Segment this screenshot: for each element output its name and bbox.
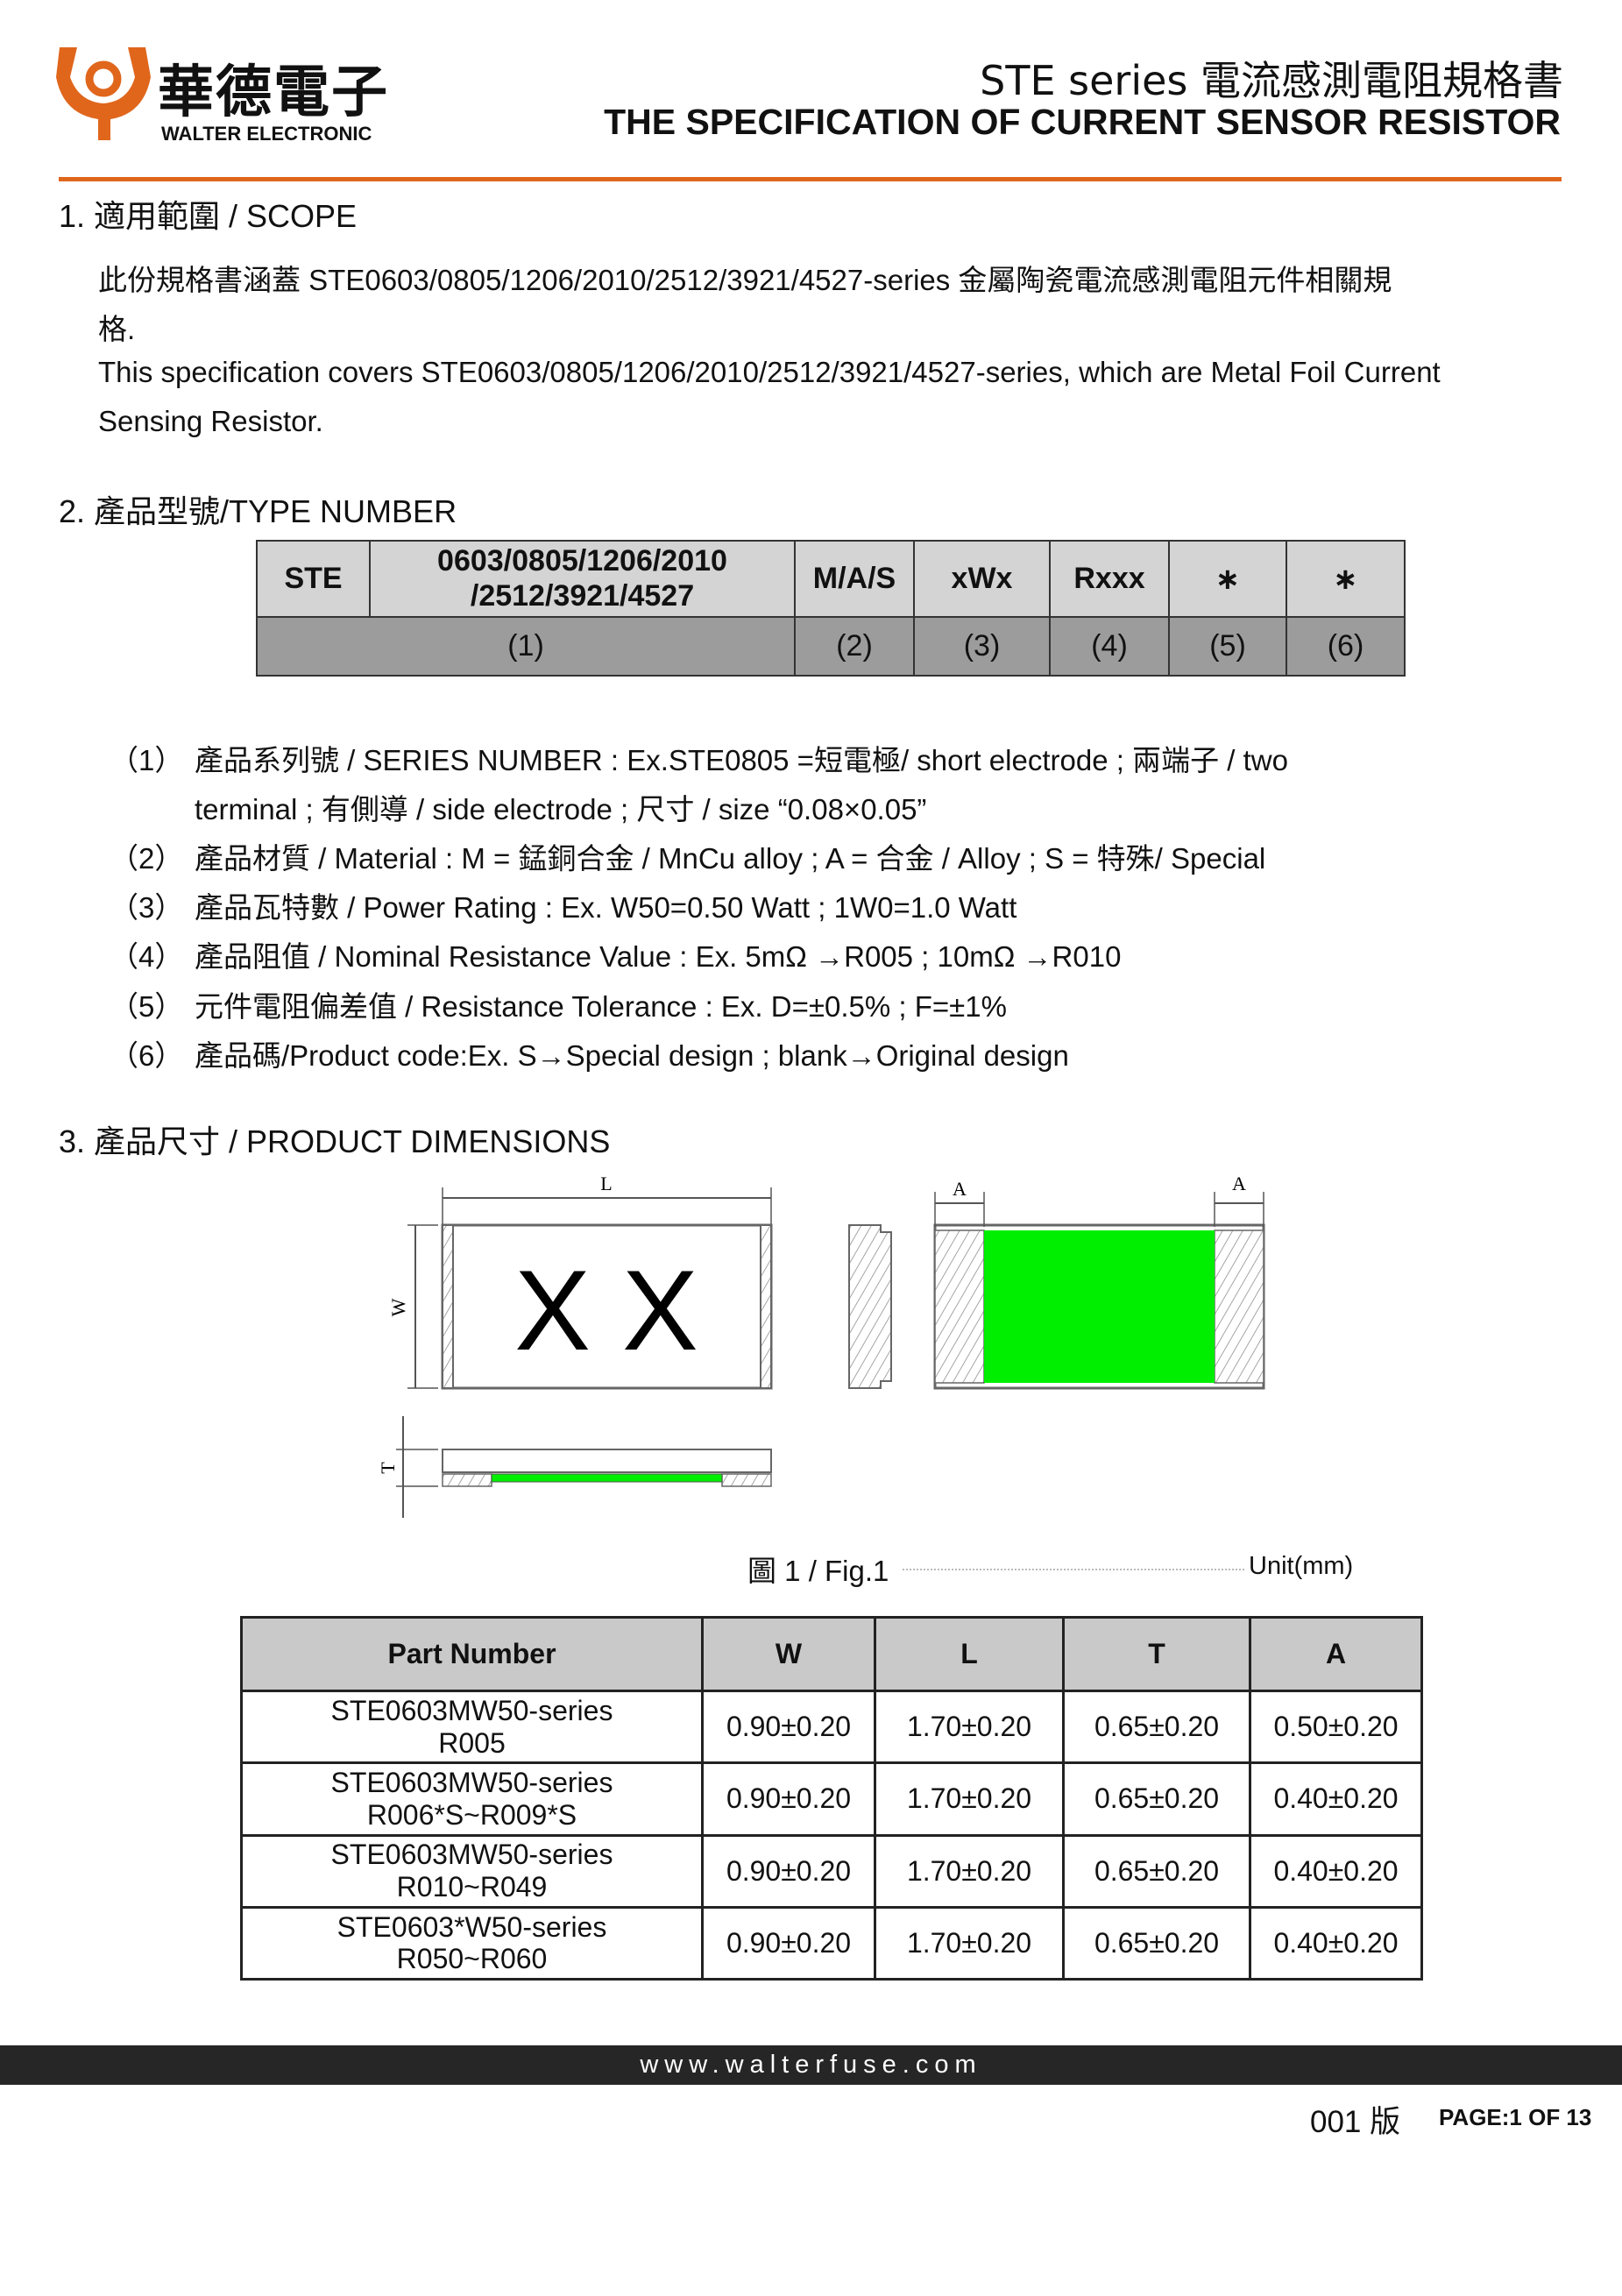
- type-cell-size-line2: /2512/3921/4527: [470, 578, 695, 613]
- part-line1: STE0603MW50-series: [330, 1839, 613, 1871]
- cell-t: 0.65±0.20: [1062, 1689, 1251, 1765]
- col-header-a: A: [1249, 1616, 1423, 1692]
- cell-l: 1.70±0.20: [874, 1905, 1065, 1981]
- thickness-view: T: [377, 1416, 772, 1518]
- dimension-figure: L X X W A A T: [377, 1173, 1265, 1518]
- cell-l: 1.70±0.20: [874, 1761, 1065, 1837]
- type-num-1: (1): [256, 616, 796, 677]
- page-number: PAGE:1 OF 13: [1439, 2104, 1592, 2130]
- cell-a: 0.50±0.20: [1249, 1689, 1423, 1765]
- scope-line: This specification covers STE0603/0805/1…: [98, 356, 1441, 388]
- type-cell-power: xWx: [913, 540, 1051, 618]
- table-row: STE0603*W50-series R050~R060 0.90±0.20 1.…: [240, 1905, 1423, 1981]
- list-item-text: 產品碼/Product code:Ex. S→Special design ; …: [195, 1039, 1069, 1072]
- list-item-number: （3）: [110, 891, 184, 924]
- figure-caption: 圖 1 / Fig.1: [747, 1555, 889, 1587]
- list-item-number: （6）: [110, 1039, 184, 1072]
- col-header-l: L: [874, 1616, 1065, 1692]
- type-num-4: (4): [1049, 616, 1170, 677]
- type-num-3: (3): [913, 616, 1051, 677]
- label-A-left: A: [953, 1178, 967, 1200]
- document-title-cn: STE series 電流感測電阻規格書: [980, 57, 1563, 104]
- cell-w: 0.90±0.20: [701, 1761, 876, 1837]
- part-line1: STE0603MW50-series: [330, 1694, 613, 1726]
- cell-t: 0.65±0.20: [1062, 1761, 1251, 1837]
- cell-part: STE0603MW50-series R010~R049: [240, 1833, 704, 1909]
- part-line2: R006*S~R009*S: [366, 1798, 577, 1831]
- part-line1: STE0603*W50-series: [336, 1910, 607, 1943]
- cell-part: STE0603MW50-series R006*S~R009*S: [240, 1761, 704, 1837]
- top-view: L X X W: [387, 1173, 773, 1390]
- dimensions-table: Part Number W L T A STE0603MW50-series R0…: [240, 1616, 1423, 1981]
- type-cell-size: 0603/0805/1206/2010/2512/3921/4527: [369, 540, 796, 618]
- scope-heading: 1. 適用範圍 / SCOPE: [59, 198, 358, 234]
- type-cell-code: ∗: [1286, 540, 1406, 618]
- label-W: W: [387, 1298, 409, 1316]
- side-view: [848, 1224, 892, 1389]
- table-row: STE0603MW50-series R006*S~R009*S 0.90±0.2…: [240, 1761, 1423, 1837]
- marking-text: X X: [514, 1246, 698, 1374]
- document-title-en: THE SPECIFICATION OF CURRENT SENSOR RESI…: [604, 102, 1561, 142]
- header-divider: [59, 177, 1562, 181]
- cell-w: 0.90±0.20: [701, 1689, 876, 1765]
- version-label: 001 版: [1310, 2105, 1401, 2139]
- col-header-w: W: [701, 1616, 876, 1692]
- figure-leader-dots: [903, 1569, 1244, 1570]
- label-T: T: [377, 1462, 399, 1474]
- type-cell-material: M/A/S: [794, 540, 915, 618]
- type-num-6: (6): [1286, 616, 1406, 677]
- logo-en-text: WALTER ELECTRONIC: [161, 123, 372, 145]
- cell-a: 0.40±0.20: [1249, 1905, 1423, 1981]
- type-cell-resistance: Rxxx: [1049, 540, 1170, 618]
- cell-part: STE0603MW50-series R005: [240, 1689, 704, 1765]
- scope-line: 此份規格書涵蓋 STE0603/0805/1206/2010/2512/3921…: [98, 264, 1392, 296]
- part-line1: STE0603MW50-series: [330, 1767, 613, 1799]
- table-row: STE0603MW50-series R010~R049 0.90±0.20 1.…: [240, 1833, 1423, 1909]
- logo-mark-icon: [56, 47, 151, 140]
- list-item-text: 產品阻值 / Nominal Resistance Value : Ex. 5m…: [195, 940, 1122, 973]
- cell-w: 0.90±0.20: [701, 1833, 876, 1909]
- list-item-text: 產品材質 / Material : M = 錳銅合金 / MnCu alloy …: [195, 842, 1266, 875]
- cell-a: 0.40±0.20: [1249, 1833, 1423, 1909]
- bottom-view: A A: [933, 1173, 1265, 1390]
- type-num-2: (2): [794, 616, 915, 677]
- scope-line: Sensing Resistor.: [98, 405, 323, 437]
- cell-part: STE0603*W50-series R050~R060: [240, 1905, 704, 1981]
- label-A-right: A: [1232, 1173, 1246, 1194]
- part-line2: R010~R049: [396, 1871, 548, 1903]
- company-logo: 華德電子 WALTER ELECTRONIC: [53, 42, 403, 149]
- table-row: STE0603MW50-series R005 0.90±0.20 1.70±0.…: [240, 1689, 1423, 1765]
- label-L: L: [600, 1173, 612, 1194]
- type-cell-prefix: STE: [256, 540, 371, 618]
- type-number-table: STE 0603/0805/1206/2010/2512/3921/4527 M…: [256, 540, 1406, 677]
- list-item-number: （5）: [110, 990, 184, 1023]
- cell-a: 0.40±0.20: [1249, 1761, 1423, 1837]
- dimensions-heading: 3. 產品尺寸 / PRODUCT DIMENSIONS: [59, 1123, 611, 1159]
- part-line2: R050~R060: [396, 1943, 548, 1975]
- electrode-area: [984, 1230, 1215, 1383]
- list-item-text: 產品系列號 / SERIES NUMBER : Ex.STE0805 =短電極/…: [195, 744, 1288, 776]
- list-item-number: （4）: [110, 940, 184, 973]
- col-header-t: T: [1062, 1616, 1251, 1692]
- cell-t: 0.65±0.20: [1062, 1905, 1251, 1981]
- type-num-5: (5): [1168, 616, 1287, 677]
- list-item-text: 產品瓦特數 / Power Rating : Ex. W50=0.50 Watt…: [195, 891, 1017, 924]
- cell-w: 0.90±0.20: [701, 1905, 876, 1981]
- col-header-part-number: Part Number: [240, 1616, 704, 1692]
- list-item-text: 元件電阻偏差值 / Resistance Tolerance : Ex. D=±…: [195, 990, 1007, 1023]
- logo-cn-text: 華德電子: [158, 60, 389, 125]
- part-line2: R005: [438, 1726, 506, 1759]
- type-number-heading: 2. 產品型號/TYPE NUMBER: [59, 493, 457, 529]
- cell-l: 1.70±0.20: [874, 1689, 1065, 1765]
- type-cell-size-line1: 0603/0805/1206/2010: [437, 544, 727, 578]
- scope-line: 格.: [98, 313, 136, 345]
- unit-label: Unit(mm): [1249, 1552, 1354, 1580]
- list-item-number: （1）: [110, 744, 184, 776]
- cell-l: 1.70±0.20: [874, 1833, 1065, 1909]
- list-item-text: terminal ; 有側導 / side electrode ; 尺寸 / s…: [195, 793, 927, 826]
- footer-website: www.walterfuse.com: [0, 2045, 1622, 2085]
- type-cell-tolerance: ∗: [1168, 540, 1287, 618]
- list-item-number: （2）: [110, 842, 184, 875]
- cell-t: 0.65±0.20: [1062, 1833, 1251, 1909]
